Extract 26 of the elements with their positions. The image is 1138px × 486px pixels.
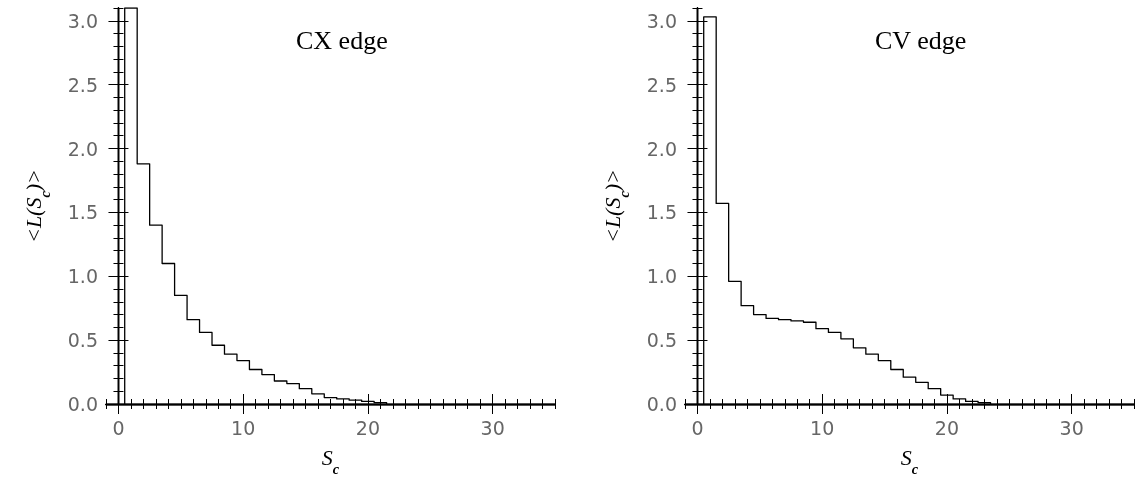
x-tick-label: 0	[691, 416, 704, 439]
y-axis-title: <L(Sc)>	[599, 169, 632, 243]
x-tick-label: 0	[112, 416, 125, 439]
y-axis-title: <L(Sc)>	[20, 169, 53, 243]
x-tick-label: 30	[480, 416, 505, 439]
y-tick-label: 0.0	[67, 393, 98, 415]
y-tick-label: 2.0	[646, 137, 677, 160]
y-tick-label: 1.5	[646, 201, 677, 224]
y-tick-label: 3.0	[67, 9, 98, 32]
y-tick-label: 1.5	[67, 201, 98, 224]
y-tick-label: 2.5	[67, 73, 98, 96]
y-tick-label: 2.5	[646, 73, 677, 96]
y-tick-label: 0.5	[646, 329, 677, 352]
x-tick-label: 10	[810, 416, 835, 439]
y-tick-label: 3.0	[646, 9, 677, 32]
y-tick-label: 0.5	[67, 329, 98, 352]
x-tick-label: 30	[1059, 416, 1084, 439]
y-tick-label: 1.0	[67, 265, 98, 288]
text: CV edge	[875, 25, 967, 55]
y-tick-label: 1.0	[646, 265, 677, 288]
text: CX edge	[296, 25, 388, 55]
x-tick-label: 20	[934, 416, 960, 439]
y-tick-label: 0.0	[646, 393, 677, 415]
x-tick-label: 10	[231, 416, 256, 439]
y-tick-label: 2.0	[67, 137, 98, 160]
x-tick-label: 20	[355, 416, 381, 439]
